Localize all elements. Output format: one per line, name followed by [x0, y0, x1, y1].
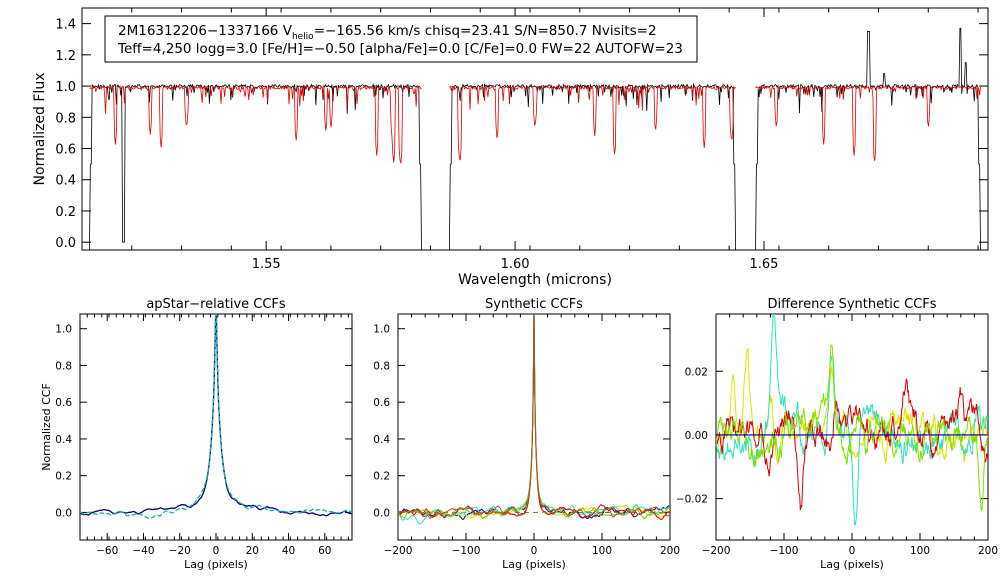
spectrum-ytick-label: 0.4 [55, 174, 76, 189]
ccf_apstar-xtick-label: 20 [246, 545, 259, 557]
info-v-value: =−165.56 km/s [314, 23, 421, 39]
ccf_apstar-xtick-label: −20 [169, 545, 191, 557]
ccf_synthetic-xtick-label: 0 [531, 545, 538, 557]
ccf_difference-title: Difference Synthetic CCFs [767, 297, 936, 312]
difference-ccf-line-2 [716, 314, 988, 526]
ccf_difference-xlabel: Lag (pixels) [820, 558, 884, 571]
ccf_difference-ytick-label: −0.02 [676, 494, 708, 506]
info-line-1: 2M16312206−1337166 Vhelio=−165.56 km/s c… [118, 23, 657, 42]
ccf_difference-xtick-label: −200 [702, 545, 731, 557]
info-star: 2M16312206−1337166 [118, 23, 278, 39]
ccf_synthetic-ytick-label: 0.6 [373, 397, 390, 409]
ccf_synthetic-xtick-label: 200 [660, 545, 680, 557]
ccf_apstar-xtick-label: −60 [96, 545, 118, 557]
ccf_synthetic-ytick-label: 0.2 [373, 471, 390, 483]
spectrum-ytick-label: 0.8 [55, 111, 76, 126]
ccf_apstar-frame [79, 313, 353, 541]
info-line-2: Teff=4,250 logg=3.0 [Fe/H]=−0.50 [alpha/… [117, 41, 683, 57]
ccf_synthetic-title: Synthetic CCFs [485, 297, 583, 312]
apstar-ccf-line-2 [80, 314, 352, 519]
ccf_synthetic-ytick-label: 0.0 [373, 507, 390, 519]
difference-ccf-line-3 [716, 378, 988, 511]
ccf_difference-xtick-label: 200 [978, 545, 998, 557]
ccf_apstar-ytick-label: 0.8 [55, 360, 72, 372]
ccf_difference-xtick-label: 0 [849, 545, 856, 557]
info-v-label: V [283, 23, 293, 39]
spectrum-ytick-label: 1.4 [55, 18, 76, 33]
ccf-synthetic-panel: −200 −100 0 100 200 0.0 0.2 0.4 0.6 0.8 1.0 Synthet… [373, 297, 680, 571]
ccf_difference-xtick-label: −100 [770, 545, 799, 557]
ccf_apstar-xtick-label: 60 [318, 545, 331, 557]
ccf_apstar-ytick-label: 0.2 [55, 471, 72, 483]
ccf_apstar-ytick-label: 0.4 [55, 434, 72, 446]
difference-ccf-line-1 [716, 348, 988, 465]
spectrum-xtick-label: 1.65 [750, 257, 779, 272]
ccf_difference-ytick-label: 0.02 [685, 366, 708, 378]
ccf-apstar-panel: −60 −40 −20 0 20 40 60 0.0 0.2 0.4 0.6 0.8 1.0 apStar… [40, 297, 353, 571]
info-rest: chisq=23.41 S/N=850.7 Nvisits=2 [425, 23, 657, 39]
spectrum-ytick-label: 0.6 [55, 143, 76, 158]
spectrum-ytick-label: 0.0 [55, 236, 76, 251]
spectrum-ytick-label: 0.2 [55, 205, 76, 220]
synthetic-ccf-line-6 [398, 314, 670, 519]
ccf_synthetic-ytick-label: 0.8 [373, 360, 390, 372]
ccf-difference-panel: −200 −100 0 100 200 −0.02 0.00 0.02 Difference S… [676, 297, 998, 571]
ccf_apstar-title: apStar−relative CCFs [146, 297, 286, 312]
ccf_apstar-ytick-label: 0.6 [55, 397, 72, 409]
ccf_difference-xtick-label: 100 [910, 545, 930, 557]
spectrum-ytick-label: 1.2 [55, 49, 76, 64]
ccf_apstar-xtick-label: 40 [282, 545, 295, 557]
ccf_apstar-ytick-label: 0.0 [55, 507, 72, 519]
ccf_synthetic-xtick-label: −200 [384, 545, 413, 557]
ccf_synthetic-xtick-label: −100 [452, 545, 481, 557]
ccf_apstar-xtick-label: −40 [132, 545, 154, 557]
spectrum-xlabel: Wavelength (microns) [458, 272, 612, 288]
ccf_apstar-ytick-label: 1.0 [55, 324, 72, 336]
spectrum-ytick-label: 1.0 [55, 80, 76, 95]
spectrum-frame [81, 7, 989, 251]
spectrum-ylabel: Normalized Flux [32, 73, 48, 186]
spectrum-panel: 1.55 1.60 1.65 0.0 0.2 0.4 0.6 0.8 1.0 1.2 1.4 Wave… [32, 7, 989, 288]
ccf_synthetic-ytick-label: 1.0 [373, 324, 390, 336]
ccf_synthetic-xtick-label: 100 [592, 545, 612, 557]
difference-ccf-line-4 [716, 344, 988, 512]
ccf_difference-ytick-label: 0.00 [685, 430, 708, 442]
observed-spectrum-line [89, 27, 981, 250]
model-spectrum-line [89, 84, 981, 164]
ccf_synthetic-ytick-label: 0.4 [373, 434, 390, 446]
ccf_apstar-xtick-label: 0 [213, 545, 220, 557]
ccf_apstar-xlabel: Lag (pixels) [184, 558, 248, 571]
spectrum-xtick-label: 1.60 [501, 257, 530, 272]
ccf_apstar-ylabel: Normalized CCF [40, 383, 53, 471]
spectrum-xtick-label: 1.55 [252, 257, 281, 272]
info-v-sub: helio [292, 32, 314, 42]
apstar-ccf-line-1 [80, 314, 352, 517]
spectrum-info-box [104, 15, 698, 63]
ccf_synthetic-xlabel: Lag (pixels) [502, 558, 566, 571]
